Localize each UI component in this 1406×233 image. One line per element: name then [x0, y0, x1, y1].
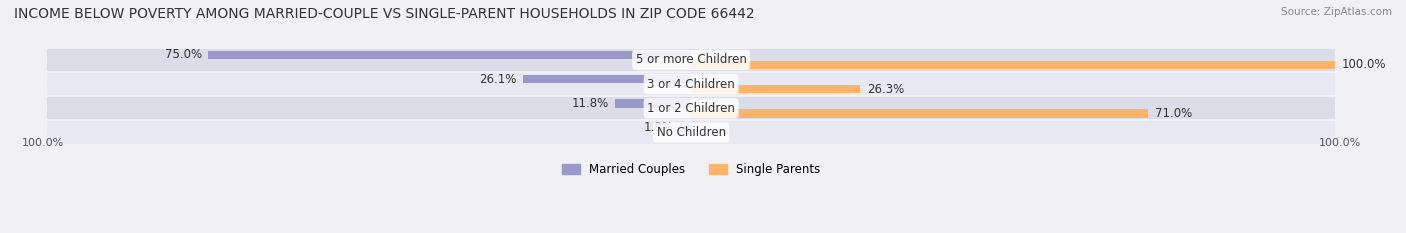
- Text: Source: ZipAtlas.com: Source: ZipAtlas.com: [1281, 7, 1392, 17]
- Text: 3 or 4 Children: 3 or 4 Children: [647, 78, 735, 91]
- Bar: [679, 123, 692, 132]
- Bar: [692, 85, 860, 93]
- Text: 100.0%: 100.0%: [21, 138, 63, 148]
- Bar: [692, 109, 1149, 117]
- Bar: [523, 75, 692, 83]
- Bar: [208, 51, 692, 59]
- Text: 1.8%: 1.8%: [644, 121, 673, 134]
- Bar: [692, 61, 1336, 69]
- Legend: Married Couples, Single Parents: Married Couples, Single Parents: [557, 158, 825, 181]
- Text: 11.8%: 11.8%: [571, 97, 609, 110]
- Text: INCOME BELOW POVERTY AMONG MARRIED-COUPLE VS SINGLE-PARENT HOUSEHOLDS IN ZIP COD: INCOME BELOW POVERTY AMONG MARRIED-COUPL…: [14, 7, 755, 21]
- Bar: [48, 49, 1336, 71]
- Text: 26.3%: 26.3%: [868, 82, 904, 96]
- Text: 75.0%: 75.0%: [165, 48, 201, 62]
- Text: 100.0%: 100.0%: [1341, 58, 1386, 71]
- Text: 26.1%: 26.1%: [479, 73, 516, 86]
- Text: No Children: No Children: [657, 126, 725, 139]
- Text: 100.0%: 100.0%: [1319, 138, 1361, 148]
- Text: 5 or more Children: 5 or more Children: [636, 53, 747, 66]
- Bar: [48, 73, 1336, 95]
- Bar: [48, 121, 1336, 144]
- Bar: [616, 99, 692, 108]
- Text: 71.0%: 71.0%: [1154, 107, 1192, 120]
- Bar: [48, 97, 1336, 120]
- Text: 1 or 2 Children: 1 or 2 Children: [647, 102, 735, 115]
